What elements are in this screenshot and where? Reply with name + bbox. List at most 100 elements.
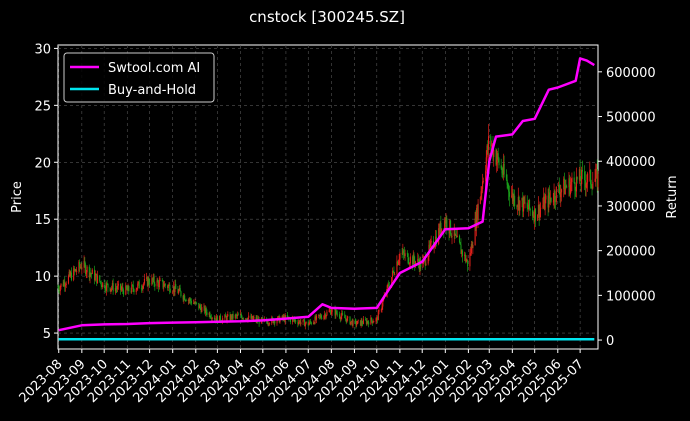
candle-body <box>570 181 572 185</box>
candle-body <box>146 277 148 287</box>
candle-body <box>162 280 164 288</box>
candle-body <box>418 263 420 270</box>
candle-body <box>444 220 446 230</box>
y-tick-label: 30 <box>34 42 51 57</box>
candle-body <box>106 283 108 285</box>
candle-body <box>331 308 333 313</box>
candle-body <box>188 299 190 301</box>
candle-body <box>540 207 542 209</box>
candle-body <box>555 186 557 202</box>
candle-body <box>198 302 200 309</box>
candle-body <box>404 253 406 257</box>
candle-body <box>514 195 516 207</box>
y2-tick-label: 200000 <box>606 245 656 260</box>
candle-body <box>466 259 468 261</box>
candle-body <box>438 228 440 245</box>
line-swtool-ai <box>58 57 595 332</box>
candle-body <box>91 269 93 274</box>
right-axis-ticks: 0 100000 200000 300000 400000 500000 600000 <box>598 66 656 349</box>
candle-body <box>78 262 80 271</box>
candle-body <box>58 287 60 291</box>
candle-body <box>158 280 160 288</box>
candle-body <box>553 191 555 202</box>
candle-body <box>305 321 307 324</box>
candle-body <box>412 254 414 265</box>
candle-body <box>507 184 509 186</box>
x-axis-ticks: 2023-082023-092023-102023-112023-122024-… <box>17 349 587 406</box>
candle-body <box>453 229 455 236</box>
candle-body <box>274 320 276 324</box>
candle-body <box>334 309 336 316</box>
candle-body <box>446 218 448 229</box>
candle-body <box>547 195 549 208</box>
candle-body <box>335 310 337 316</box>
candle-body <box>342 313 344 315</box>
candle-body <box>107 283 109 288</box>
candle-body <box>387 284 389 286</box>
candle-body <box>391 276 393 288</box>
y-axis-label: Price <box>10 181 25 213</box>
candle-body <box>159 279 161 281</box>
candle-body <box>146 277 148 279</box>
candle-body <box>451 235 453 237</box>
candle-body <box>587 173 589 183</box>
candle-body <box>433 247 435 248</box>
candle-body <box>458 235 461 243</box>
candle-body <box>511 192 513 196</box>
candle-body <box>64 281 66 287</box>
candle-body <box>543 196 545 210</box>
candle-body <box>105 289 107 291</box>
candle-body <box>377 317 379 321</box>
candle-body <box>132 285 134 290</box>
candle-body <box>73 268 75 280</box>
candle-body <box>75 269 77 272</box>
candle-body <box>196 302 198 304</box>
candle-body <box>67 276 70 284</box>
candle-body <box>248 315 250 318</box>
candle-body <box>391 270 394 277</box>
candle-body <box>178 290 180 294</box>
candle-body <box>179 288 181 292</box>
candle-body <box>539 208 541 218</box>
candle-body <box>204 306 206 313</box>
candle-body <box>209 313 211 318</box>
candle-body <box>393 271 395 275</box>
candle-body <box>528 200 530 210</box>
candle-body <box>589 170 591 174</box>
candle-body <box>517 205 519 207</box>
candle-body <box>470 244 472 254</box>
candle-body <box>543 196 545 206</box>
candle-body <box>91 273 93 275</box>
candle-body <box>575 176 577 192</box>
candle-body <box>328 310 330 312</box>
candle-body <box>403 250 405 254</box>
candle-body <box>448 228 450 234</box>
y-tick-label: 25 <box>34 99 51 114</box>
candle-body <box>476 208 478 229</box>
candle-body <box>357 320 359 322</box>
candle-body <box>549 192 551 199</box>
candle-body <box>362 323 364 325</box>
candle-body <box>558 185 560 187</box>
candle-body <box>163 286 165 288</box>
candle-body <box>137 283 139 289</box>
candle-body <box>147 278 149 287</box>
candle-body <box>554 191 556 201</box>
candle-body <box>236 315 238 317</box>
candle-body <box>225 315 227 317</box>
candle-body <box>560 192 562 198</box>
candle-body <box>402 250 404 254</box>
candle-body <box>533 215 535 222</box>
y-tick-label: 5 <box>43 327 51 342</box>
candle-body <box>511 195 513 197</box>
candle-body <box>166 285 169 288</box>
candle-body <box>115 288 117 289</box>
candle-body <box>213 317 216 320</box>
candle-body <box>365 319 367 321</box>
y2-tick-label: 0 <box>606 334 614 349</box>
candle-body <box>226 316 228 321</box>
candle-body <box>140 288 143 290</box>
candle-body <box>229 314 231 320</box>
candle-body <box>414 260 416 265</box>
candle-body <box>597 173 599 188</box>
